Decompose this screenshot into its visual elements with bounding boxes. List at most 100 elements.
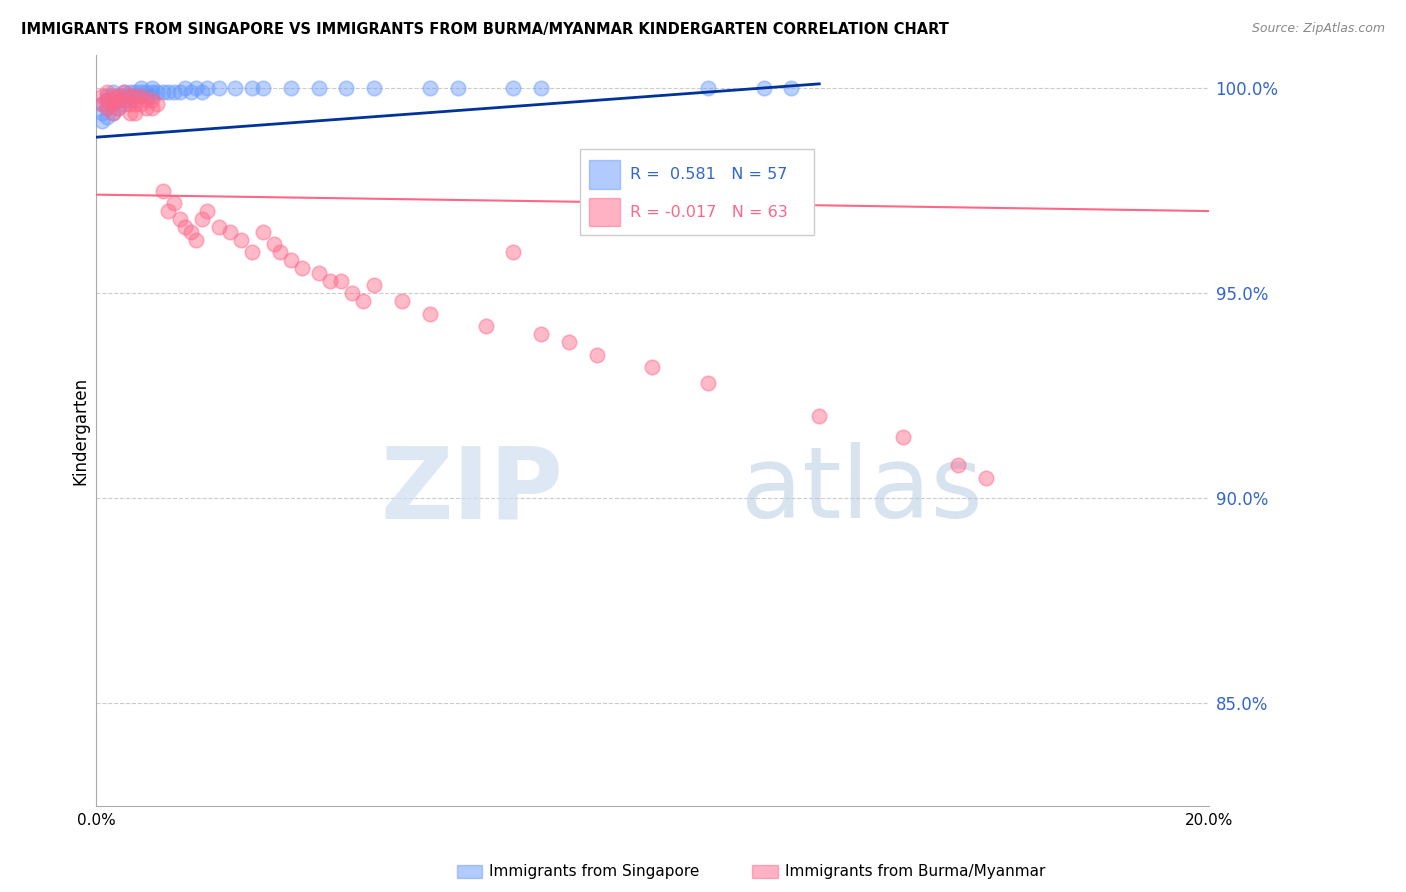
Point [112, 93, 135, 107]
Point [96, 102, 118, 116]
Point [419, 307, 441, 321]
Point [948, 458, 970, 473]
Point [186, 81, 208, 95]
Point [180, 85, 202, 99]
Point [96, 102, 118, 116]
Point [252, 225, 274, 239]
Point [163, 85, 186, 99]
Point [363, 277, 385, 292]
Point [229, 233, 252, 247]
Point [447, 81, 470, 95]
Point [191, 212, 214, 227]
Point [124, 89, 146, 103]
Point [585, 348, 607, 362]
Point [112, 89, 135, 103]
Point [280, 81, 302, 95]
Text: R =  0.581   N = 57: R = 0.581 N = 57 [630, 167, 787, 182]
Point [363, 81, 385, 95]
Point [391, 294, 413, 309]
Point [152, 85, 174, 99]
Point [141, 89, 163, 103]
Point [308, 266, 330, 280]
Point [112, 85, 135, 99]
Point [530, 81, 553, 95]
Point [530, 327, 553, 342]
Point [146, 85, 169, 99]
Point [129, 85, 152, 99]
Point [124, 105, 146, 120]
Point [207, 220, 229, 235]
Point [90, 97, 112, 112]
Point [697, 81, 720, 95]
Point [224, 81, 246, 95]
Point [118, 85, 141, 99]
Point [112, 93, 135, 107]
Point [107, 93, 129, 107]
Point [90, 113, 112, 128]
Point [240, 81, 263, 95]
Text: ZIP: ZIP [381, 442, 564, 539]
Point [101, 85, 124, 99]
Point [101, 89, 124, 103]
Text: Source: ZipAtlas.com: Source: ZipAtlas.com [1251, 22, 1385, 36]
Point [90, 89, 112, 103]
Point [124, 93, 146, 107]
Point [157, 204, 180, 219]
Point [280, 253, 302, 268]
Point [291, 261, 314, 276]
Point [107, 89, 129, 103]
FancyBboxPatch shape [581, 149, 814, 235]
Point [152, 184, 174, 198]
Point [107, 89, 129, 103]
Text: R = -0.017   N = 63: R = -0.017 N = 63 [630, 204, 787, 219]
Point [101, 97, 124, 112]
Point [135, 85, 157, 99]
Point [174, 81, 197, 95]
Point [163, 195, 186, 210]
Point [107, 102, 129, 116]
Point [207, 81, 229, 95]
Point [118, 97, 141, 112]
Point [118, 89, 141, 103]
Point [112, 97, 135, 112]
Point [780, 81, 803, 95]
Point [186, 233, 208, 247]
Point [124, 85, 146, 99]
Y-axis label: Kindergarten: Kindergarten [72, 376, 89, 484]
Point [124, 89, 146, 103]
Point [335, 81, 357, 95]
Point [558, 335, 581, 350]
Point [107, 93, 129, 107]
Point [340, 286, 363, 301]
Point [252, 81, 274, 95]
Point [891, 430, 914, 444]
Bar [589, 198, 620, 227]
Point [218, 225, 240, 239]
Point [135, 102, 157, 116]
Point [96, 85, 118, 99]
Point [141, 102, 163, 116]
Point [240, 245, 263, 260]
Point [169, 212, 191, 227]
Point [191, 85, 214, 99]
Point [974, 471, 997, 485]
Point [118, 93, 141, 107]
Text: IMMIGRANTS FROM SINGAPORE VS IMMIGRANTS FROM BURMA/MYANMAR KINDERGARTEN CORRELAT: IMMIGRANTS FROM SINGAPORE VS IMMIGRANTS … [21, 22, 949, 37]
Point [352, 294, 374, 309]
Point [641, 359, 664, 374]
Point [319, 274, 342, 288]
Point [129, 97, 152, 112]
Point [135, 93, 157, 107]
Text: Immigrants from Singapore: Immigrants from Singapore [489, 864, 700, 879]
Point [263, 236, 285, 251]
Point [96, 93, 118, 107]
Point [124, 97, 146, 112]
Point [141, 93, 163, 107]
Point [118, 105, 141, 120]
Point [174, 220, 197, 235]
Point [308, 81, 330, 95]
Point [101, 93, 124, 107]
Point [197, 204, 219, 219]
Point [197, 81, 219, 95]
Point [112, 85, 135, 99]
